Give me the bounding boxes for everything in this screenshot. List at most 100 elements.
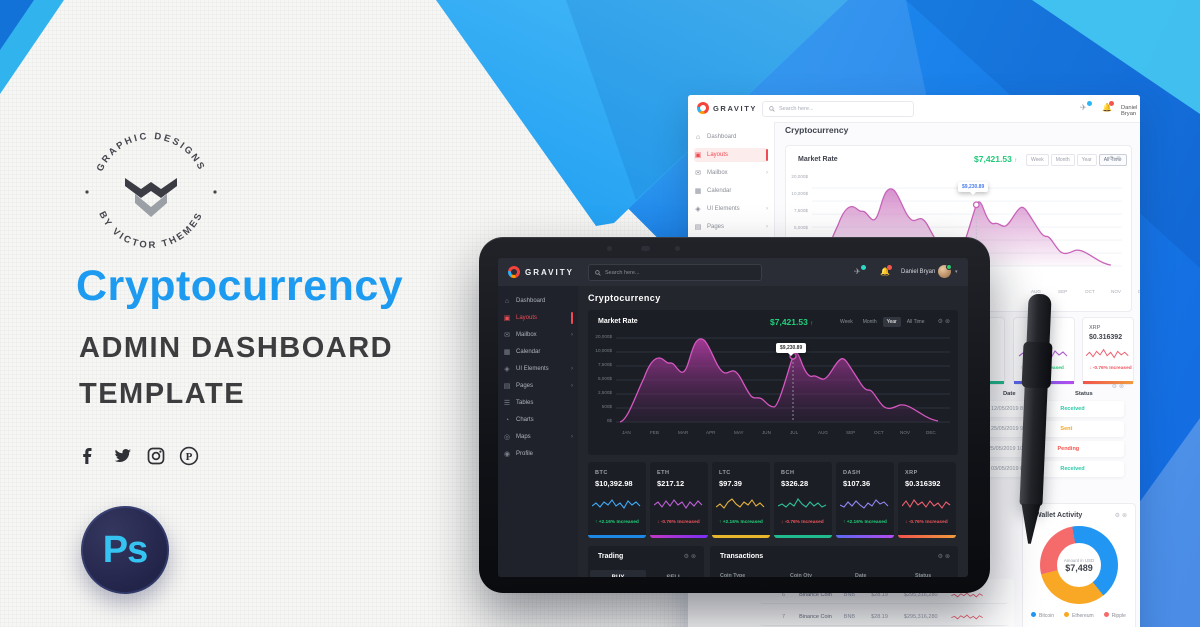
coin-price: $28.19 <box>871 614 888 620</box>
range-year[interactable]: Year <box>882 317 901 327</box>
close-icon[interactable]: ⊗ <box>944 554 952 560</box>
avatar[interactable] <box>938 264 952 278</box>
column-date: Date <box>855 573 867 577</box>
send-icon[interactable]: ✈ <box>1080 101 1092 112</box>
user-name[interactable]: Daniel Bryan <box>901 269 936 275</box>
caret-icon: › <box>766 170 768 176</box>
gear-icon[interactable]: ⚙ <box>937 319 945 325</box>
range-month[interactable]: Month <box>1050 154 1075 166</box>
sidebar-item-calendar[interactable]: ▦ Calendar <box>694 188 732 195</box>
mail-icon: ✉ <box>695 170 701 177</box>
sidebar-item-calendar[interactable]: ▦ Calendar <box>503 349 541 356</box>
search-placeholder: Search here... <box>605 269 640 276</box>
sidebar-item-maps[interactable]: ◎ Maps › <box>503 434 573 441</box>
promo-subtitle-line2: TEMPLATE <box>79 378 246 410</box>
sparkline <box>716 498 765 509</box>
close-icon[interactable]: ⊗ <box>1118 384 1126 390</box>
sidebar-item-tables[interactable]: ☰Tables <box>503 400 534 407</box>
gear-icon[interactable]: ⚙ <box>1108 156 1116 162</box>
sidebar-item-charts[interactable]: ◔ Charts <box>504 416 534 424</box>
coin-marketcap: $295,316,280 <box>903 592 938 598</box>
map-pin-icon: ◎ <box>503 434 511 441</box>
card-actions: ⚙⊗ <box>1115 512 1129 519</box>
coin-name: Binance Coin <box>799 614 832 620</box>
sparkline <box>592 499 641 509</box>
column-coin-type: Coin Type <box>720 573 746 577</box>
gravity-logo[interactable]: GRAVITY <box>508 266 574 278</box>
bell-icon[interactable]: 🔔 <box>880 265 892 276</box>
notification-badge <box>861 265 866 270</box>
chart-tooltip: $9,230.89 <box>776 343 807 356</box>
user-name[interactable]: Daniel Bryan <box>1121 105 1138 117</box>
range-week[interactable]: Week <box>1026 154 1049 166</box>
gravity-logo[interactable]: GRAVITY <box>697 102 757 114</box>
range-month[interactable]: Month <box>862 319 877 325</box>
sidebar-item-pages[interactable]: ▤ Pages › <box>503 383 573 390</box>
coin-price: $217.12 <box>657 479 685 488</box>
coin-underline <box>836 535 894 538</box>
range-alltime[interactable]: All Time <box>906 319 925 325</box>
chevron-down-icon[interactable]: ▾ <box>955 269 958 275</box>
gravity-logo-icon <box>697 102 709 114</box>
legend-item: Ethereum <box>1064 612 1094 619</box>
gear-icon[interactable]: ⚙ <box>1114 513 1122 519</box>
sidebar-item-mailbox[interactable]: ✉ Mailbox › <box>504 332 573 339</box>
tab-buy[interactable]: BUY <box>590 570 646 577</box>
gear-icon[interactable]: ⚙ <box>1111 384 1119 390</box>
wallet-activity-donut: Amount in USD $7,489 <box>1040 526 1118 604</box>
notification-badge <box>1109 101 1114 106</box>
legend-dot <box>1064 612 1070 617</box>
sidebar-item-layouts[interactable]: ▣Layouts› <box>503 311 573 325</box>
coin-change: ↓ -0.76% Increased <box>657 520 700 525</box>
range-week[interactable]: Week <box>840 319 853 325</box>
coin-card-xrp: XRP $0.316392 ↓ -0.76% Increased <box>1082 317 1134 385</box>
sidebar-item-pages[interactable]: ▤ Pages › <box>694 224 768 231</box>
pages-icon: ▤ <box>503 383 511 390</box>
camera-dot <box>607 246 612 251</box>
gear-icon[interactable]: ⚙ <box>683 554 691 560</box>
sparkline <box>950 592 983 598</box>
range-year[interactable]: Year <box>1076 154 1097 166</box>
close-icon[interactable]: ⊗ <box>944 319 952 325</box>
send-icon[interactable]: ✈ <box>854 265 866 276</box>
facebook-icon[interactable] <box>78 446 98 466</box>
range-alltime[interactable]: All Time <box>1098 154 1127 166</box>
bell-icon[interactable]: 🔔 <box>1102 101 1114 112</box>
close-icon[interactable]: ⊗ <box>1121 513 1129 519</box>
sidebar-item-mailbox[interactable]: ✉ Mailbox › <box>695 170 768 177</box>
tx-status: Received <box>1060 406 1085 412</box>
tx-status: Sent <box>1060 426 1073 432</box>
twitter-icon[interactable] <box>111 446 133 466</box>
tx-date: 25/05/2019 10:20am <box>988 446 1039 452</box>
coin-underline <box>898 535 956 538</box>
coin-card-xrp: XRP $0.316392 ↓ -0.76% Increased <box>898 462 956 538</box>
chart-tooltip: $9,230.89 <box>958 182 989 195</box>
search-placeholder: Search here... <box>779 106 814 112</box>
sidebar-item-layouts[interactable]: ▣Layouts› <box>694 148 768 162</box>
sidebar-item-dashboard[interactable]: ⌂ Dashboard <box>695 133 737 141</box>
brand-name: GRAVITY <box>525 267 574 277</box>
victorthemes-badge: GRAPHIC DESIGNS BY VICTOR THEMES <box>85 131 217 251</box>
sidebar-item-dashboard[interactable]: ⌂ Dashboard <box>504 297 546 305</box>
close-icon[interactable]: ⊗ <box>1115 156 1123 162</box>
card-title: Market Rate <box>798 156 838 163</box>
sidebar-item-ui-elements[interactable]: ◈ UI Elements › <box>695 206 768 213</box>
search-input[interactable]: Search here... <box>588 264 762 281</box>
coin-symbol: ETH <box>657 470 670 476</box>
pinterest-icon[interactable]: P <box>179 446 199 466</box>
market-rate-area-chart <box>616 337 950 423</box>
close-icon[interactable]: ⊗ <box>690 554 698 560</box>
legend-item: Ripple <box>1103 612 1126 619</box>
pen-clip <box>1021 341 1053 389</box>
instagram-icon[interactable] <box>146 446 166 466</box>
sparkline <box>950 614 983 620</box>
search-input[interactable]: Search here... <box>762 101 914 117</box>
gear-icon[interactable]: ⚙ <box>937 554 945 560</box>
user-icon: ◉ <box>503 451 511 458</box>
coin-symbol: DASH <box>843 470 861 476</box>
photoshop-icon: Ps <box>81 506 169 594</box>
sidebar-item-ui-elements[interactable]: ◈ UI Elements › <box>504 366 573 373</box>
tab-sell[interactable]: SELL <box>646 570 702 578</box>
sidebar-item-profile[interactable]: ◉ Profile <box>503 451 534 458</box>
coin-card-btc: BTC $10,392.98 ↑ +2.16% Increased <box>588 462 646 538</box>
